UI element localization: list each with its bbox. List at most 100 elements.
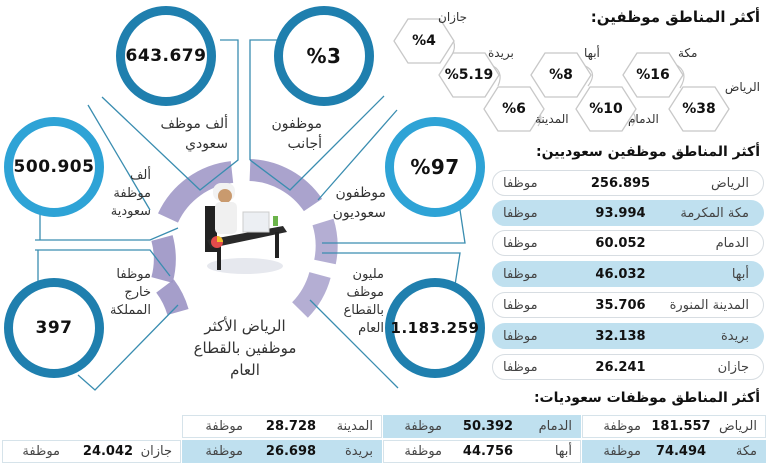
unit-label: موظفا	[503, 175, 538, 191]
label-line: موظفون	[335, 185, 386, 201]
region-value: 26.698	[265, 444, 317, 459]
list-item: المدينة المنورة 35.706 موظفا	[492, 292, 764, 318]
stat-value: 397	[35, 318, 73, 338]
label-line: سعودية	[110, 204, 151, 219]
unit-label: موظفة	[603, 419, 641, 434]
list-item: جازان 26.241 موظفا	[492, 354, 764, 380]
label-line: أجانب	[287, 136, 322, 152]
label-line: خارج	[124, 285, 151, 300]
region-value: 181.557	[651, 419, 711, 434]
hex-label: جازان	[438, 10, 468, 24]
label-line: بالقطاع	[343, 303, 385, 318]
label-line: مليون	[352, 267, 384, 282]
hex-label: الدمام	[628, 112, 659, 126]
region-name: مكة المكرمة	[680, 205, 749, 221]
region-name: الرياض	[718, 419, 757, 434]
region-name: جازان	[140, 444, 172, 459]
stat-value: 1.183.259	[390, 319, 480, 337]
hex-value: %4	[412, 33, 436, 49]
hex-value: %38	[682, 101, 716, 117]
stat-value: %97	[410, 155, 460, 179]
stat-label-saudi-pct: موظفون سعوديون	[333, 183, 386, 223]
unit-label: موظفا	[503, 205, 538, 221]
list-item: الرياض 256.895 موظفا	[492, 170, 764, 196]
unit-label: موظفة	[404, 419, 442, 434]
stat-ring-public-sector: 1.183.259	[385, 278, 485, 378]
hex-value: %6	[502, 101, 526, 117]
caption-line: العام	[230, 361, 260, 379]
region-value: 44.756	[462, 444, 514, 459]
hex-label: المدينة	[535, 112, 569, 126]
label-line: موظفة	[113, 186, 151, 201]
caption-line: موظفين بالقطاع	[193, 339, 297, 357]
stat-label-public-sector: مليون موظف بالقطاع العام	[344, 266, 385, 338]
unit-label: موظفة	[22, 444, 60, 459]
stat-ring-foreign: %3	[274, 6, 374, 106]
table-cell: الدمام 50.392 موظفة	[383, 415, 581, 438]
region-name: الدمام	[538, 419, 572, 434]
table-cell: جازان 24.042 موظفة	[2, 440, 181, 463]
stat-label-abroad: موظفا خارج المملكة	[110, 266, 151, 320]
hex-label: بريدة	[488, 46, 514, 60]
stat-ring-saudi-men: 643.679	[116, 6, 216, 106]
region-name: أبها	[554, 444, 572, 459]
stat-label-foreign: موظفون أجانب	[272, 114, 322, 154]
table-cell: بريدة 26.698 موظفة	[182, 440, 382, 463]
hex-madinah: %6	[483, 86, 545, 132]
region-value: 26.241	[595, 359, 646, 375]
region-value: 256.895	[590, 175, 651, 191]
region-name: جازان	[717, 359, 749, 375]
hex-label: أبها	[584, 46, 600, 60]
stat-value: 500.905	[13, 157, 95, 177]
hex-label: مكة	[678, 46, 698, 60]
list-item: أبها 46.032 موظفا	[492, 261, 764, 287]
stat-value: %3	[306, 44, 342, 68]
hex-jazan: %4	[393, 18, 455, 64]
table-cell: مكة 74.494 موظفة	[582, 440, 766, 463]
list-item: الدمام 60.052 موظفا	[492, 230, 764, 256]
region-name: المدينة	[336, 419, 373, 434]
list-item: بريدة 32.138 موظفا	[492, 323, 764, 349]
saudi-men-title: أكثر المناطق موظفين سعوديين:	[535, 144, 760, 160]
label-line: المملكة	[109, 303, 151, 318]
region-value: 46.032	[595, 266, 646, 282]
unit-label: موظفة	[205, 419, 243, 434]
label-line: موظفا	[116, 267, 151, 282]
hex-abha: %8	[530, 52, 592, 98]
unit-label: موظفة	[205, 444, 243, 459]
stat-label-saudi-women: ألف موظفة سعودية	[111, 167, 151, 221]
label-line: موظف	[346, 285, 384, 300]
unit-label: موظفا	[503, 328, 538, 344]
region-value: 60.052	[595, 235, 646, 251]
region-name: الدمام	[715, 235, 749, 251]
region-value: 32.138	[595, 328, 646, 344]
saudi-women-title: أكثر المناطق موظفات سعوديات:	[533, 390, 760, 406]
region-name: أبها	[731, 266, 749, 282]
hex-buraydah: %5.19	[438, 52, 500, 98]
stat-ring-saudi-pct: %97	[385, 117, 485, 217]
unit-label: موظفا	[503, 359, 538, 375]
hex-riyadh: %38	[668, 86, 730, 132]
unit-label: موظفة	[404, 444, 442, 459]
list-item: مكة المكرمة 93.994 موظفا	[492, 200, 764, 226]
label-line: موظفون	[271, 116, 322, 132]
stat-ring-saudi-women: 500.905	[4, 117, 104, 217]
region-value: 24.042	[82, 444, 134, 459]
label-line: سعودي	[185, 136, 228, 152]
table-cell: أبها 44.756 موظفة	[383, 440, 581, 463]
hex-value: %5.19	[444, 67, 494, 83]
region-name: المدينة المنورة	[669, 297, 749, 313]
region-value: 28.728	[265, 419, 317, 434]
region-name: بريدة	[720, 328, 749, 344]
region-name: مكة	[735, 444, 757, 459]
region-value: 93.994	[595, 205, 646, 221]
unit-label: موظفة	[603, 444, 641, 459]
table-cell: المدينة 28.728 موظفة	[182, 415, 382, 438]
label-line: ألف موظف	[160, 116, 228, 132]
table-cell: الرياض 181.557 موظفة	[582, 415, 766, 438]
regions-share-title: أكثر المناطق موظفين:	[590, 8, 760, 26]
label-line: العام	[358, 321, 384, 336]
center-caption: الرياض الأكثر موظفين بالقطاع العام	[170, 315, 320, 381]
unit-label: موظفا	[503, 266, 538, 282]
office-worker-illustration	[205, 183, 287, 274]
